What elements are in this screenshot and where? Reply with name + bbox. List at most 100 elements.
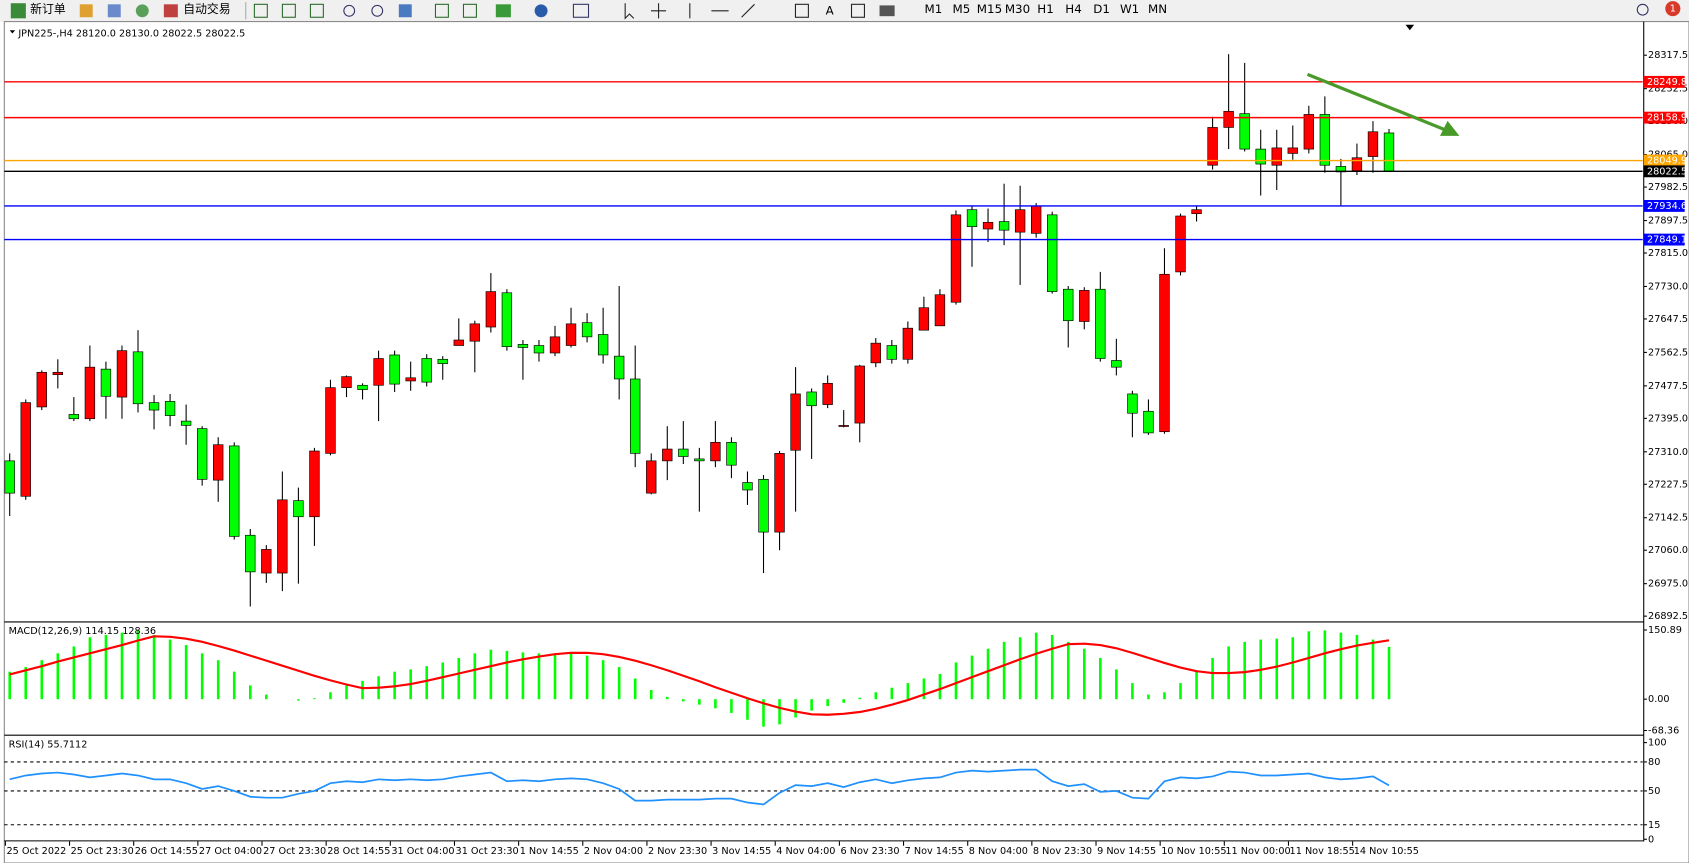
text-tool[interactable]: A [826, 3, 835, 17]
timeframe-button[interactable]: M15 [977, 2, 1002, 16]
candle-body [84, 366, 96, 420]
timeframe-button[interactable]: H1 [1037, 2, 1053, 16]
candle-body [646, 460, 657, 494]
macd-bar [24, 667, 28, 700]
candle-body [565, 323, 577, 346]
notification-badge[interactable] [1665, 1, 1681, 17]
tool-icon[interactable] [534, 4, 548, 18]
timeframe-button[interactable]: MN [1148, 2, 1167, 16]
y-tick-label: 27982.5 [1648, 182, 1688, 193]
candle-body [838, 425, 849, 427]
timeframe-button[interactable]: H4 [1065, 2, 1081, 16]
x-tick-label: 28 Oct 14:55 [327, 846, 390, 857]
candle-body [694, 458, 705, 462]
price-label: 27934.6 [1647, 201, 1687, 212]
macd-bar [698, 699, 701, 705]
candle-body [405, 377, 416, 382]
candle-body [261, 549, 272, 574]
tool-icon[interactable] [309, 3, 324, 18]
y-tick-label: 27060.0 [1648, 545, 1688, 556]
macd-bar [232, 671, 236, 700]
candle-body [1127, 393, 1138, 414]
timeframe-button[interactable]: M30 [1005, 2, 1030, 16]
macd-bar [1066, 641, 1070, 700]
candle-body [1047, 214, 1058, 292]
y-tick-label: 27142.5 [1648, 513, 1688, 524]
candle-body [116, 350, 128, 398]
trendline-tool[interactable] [741, 3, 755, 18]
x-tick-label: 2 Nov 04:00 [584, 846, 643, 857]
candle-body [36, 371, 47, 408]
candle-body [229, 445, 240, 537]
timeframe-button[interactable]: D1 [1093, 2, 1110, 16]
candle-body [581, 322, 593, 338]
auto-trading-icon[interactable] [163, 4, 178, 18]
candle-body [950, 214, 962, 303]
macd-bar [1099, 657, 1102, 700]
tool-icon[interactable] [572, 3, 590, 18]
tool-icon[interactable] [79, 4, 93, 18]
y-tick-label: 28317.5 [1648, 50, 1688, 61]
auto-trading-button[interactable]: 自动交易 [183, 2, 230, 16]
timeframes: M1 M5 M15 M30 H1 H4 D1 W1 MN [925, 2, 1168, 16]
macd-bar [248, 685, 252, 700]
tool-icon[interactable] [434, 3, 449, 18]
timeframe-button[interactable]: M5 [953, 2, 971, 16]
candle-body [982, 221, 994, 230]
zoom-out[interactable] [371, 4, 384, 17]
macd-bar [136, 630, 140, 700]
x-tick-label: 10 Nov 10:55 [1161, 846, 1226, 857]
new-order-icon[interactable] [10, 3, 26, 19]
tool-icon[interactable] [495, 4, 511, 18]
macd-bar [313, 698, 316, 700]
tool-icon[interactable] [135, 4, 149, 18]
y-tick-label: 0 [1648, 834, 1654, 845]
tool-icon[interactable] [253, 3, 268, 18]
candle-body [213, 444, 224, 481]
y-tick-label: 27815.0 [1648, 248, 1688, 259]
crosshair-tool[interactable] [651, 3, 667, 19]
search-icon[interactable] [1636, 3, 1649, 16]
macd-bar [265, 694, 268, 700]
tool-icon[interactable] [281, 3, 296, 18]
candle-body [533, 345, 545, 354]
arrows-tool[interactable] [879, 5, 895, 17]
candle-body [1030, 205, 1042, 234]
timeframe-button[interactable]: M1 [925, 2, 943, 16]
tool-icon[interactable] [462, 3, 477, 18]
label-tool[interactable] [850, 3, 865, 18]
price-label: 28049.9 [1647, 156, 1687, 167]
x-tick-label: 4 Nov 04:00 [776, 846, 835, 857]
candle-body [1063, 288, 1074, 322]
candle-body [453, 339, 464, 346]
cursor-tool[interactable] [624, 3, 635, 20]
x-tick-label: 27 Oct 23:30 [263, 846, 326, 857]
macd-bar [1082, 648, 1086, 700]
x-tick-label: 11 Nov 00:00 [1225, 846, 1290, 857]
y-tick-label: 27647.5 [1648, 314, 1688, 325]
y-tick-label: 28232.5 [1648, 84, 1688, 95]
macd-bar [1034, 632, 1038, 700]
macd-bar [938, 673, 942, 700]
macd-bar [1179, 683, 1182, 700]
candle-body [501, 292, 513, 348]
candle-body [549, 336, 561, 354]
candle-body [341, 376, 352, 388]
tool-icon[interactable] [107, 4, 121, 18]
x-tick-label: 8 Nov 04:00 [969, 846, 1028, 857]
y-tick-label: 100 [1648, 738, 1666, 749]
zoom-in[interactable] [343, 4, 356, 17]
timeframe-button[interactable]: W1 [1120, 2, 1139, 16]
tool-icon[interactable] [398, 4, 412, 18]
y-tick-label: 15 [1648, 820, 1660, 831]
new-order-button[interactable]: 新订单 [30, 2, 66, 16]
candle-body [870, 342, 881, 364]
candle-body [100, 368, 112, 397]
macd-bar [906, 683, 910, 700]
candle-body [325, 387, 336, 454]
candle-body [277, 499, 288, 574]
fibo-tool[interactable] [794, 3, 809, 18]
macd-bar [1131, 683, 1134, 700]
x-tick-label: 11 Nov 18:55 [1290, 846, 1355, 857]
